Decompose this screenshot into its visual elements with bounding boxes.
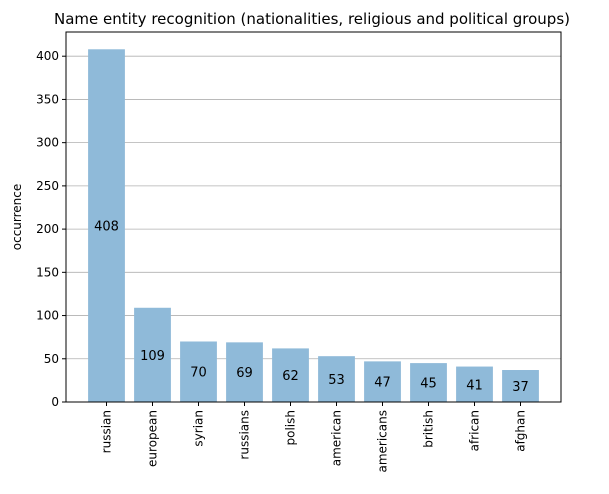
bar-americans bbox=[364, 361, 401, 402]
y-tick-label: 250 bbox=[36, 179, 59, 193]
bars: 408 109 70 69 62 53 47 45 41 37 bbox=[88, 49, 539, 402]
x-tick-label: americans bbox=[376, 410, 390, 473]
x-tick-label: polish bbox=[284, 410, 298, 445]
y-axis-label: occurrence bbox=[10, 184, 24, 251]
bar-value-label: 69 bbox=[236, 366, 253, 381]
x-tick-label: russians bbox=[238, 410, 252, 460]
bar-polish bbox=[272, 348, 309, 402]
y-axis: 0 50 100 150 200 250 300 350 400 bbox=[36, 49, 66, 409]
y-tick-label: 50 bbox=[44, 352, 59, 366]
bar-value-label: 45 bbox=[420, 377, 437, 392]
y-tick-label: 350 bbox=[36, 92, 59, 106]
chart-title: Name entity recognition (nationalities, … bbox=[54, 10, 570, 28]
bar-american bbox=[318, 356, 355, 402]
bar-european bbox=[134, 307, 171, 402]
bar-syrian bbox=[180, 341, 217, 402]
y-tick-label: 0 bbox=[51, 395, 59, 409]
bar-british bbox=[410, 363, 447, 402]
y-tick-label: 100 bbox=[36, 309, 59, 323]
bar-value-label: 37 bbox=[512, 380, 529, 395]
x-tick-label: british bbox=[422, 410, 436, 448]
bar-afghan bbox=[502, 370, 539, 402]
x-tick-label: american bbox=[330, 410, 344, 466]
bar-value-label: 408 bbox=[94, 220, 119, 235]
x-tick-label: european bbox=[146, 410, 160, 467]
y-tick-label: 200 bbox=[36, 222, 59, 236]
bar-russian bbox=[88, 49, 125, 402]
x-axis: russian european syrian russians polish ameri… bbox=[100, 402, 528, 473]
bar-value-label: 47 bbox=[374, 376, 391, 391]
bar-value-label: 70 bbox=[190, 366, 207, 381]
bar-african bbox=[456, 366, 493, 402]
x-tick-label: russian bbox=[100, 410, 114, 453]
x-tick-label: syrian bbox=[192, 410, 206, 447]
bar-value-label: 53 bbox=[328, 373, 345, 388]
y-tick-label: 150 bbox=[36, 265, 59, 279]
bar-value-label: 41 bbox=[466, 378, 483, 393]
plot-frame bbox=[65, 31, 562, 403]
y-tick-label: 400 bbox=[36, 49, 59, 63]
x-tick-label: african bbox=[468, 410, 482, 451]
y-tick-label: 300 bbox=[36, 136, 59, 150]
bar-value-label: 62 bbox=[282, 369, 299, 384]
x-tick-label: afghan bbox=[514, 410, 528, 452]
bar-russians bbox=[226, 342, 263, 402]
bar-value-label: 109 bbox=[140, 349, 165, 364]
